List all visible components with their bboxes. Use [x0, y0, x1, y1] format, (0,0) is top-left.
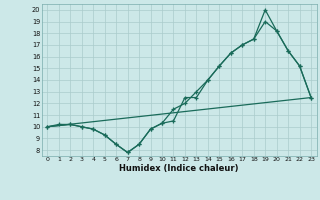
X-axis label: Humidex (Indice chaleur): Humidex (Indice chaleur): [119, 164, 239, 173]
